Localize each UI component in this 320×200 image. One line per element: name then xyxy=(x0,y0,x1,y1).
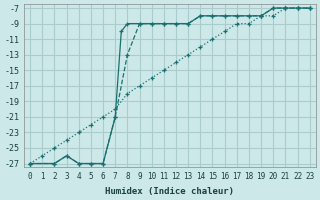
X-axis label: Humidex (Indice chaleur): Humidex (Indice chaleur) xyxy=(105,187,235,196)
